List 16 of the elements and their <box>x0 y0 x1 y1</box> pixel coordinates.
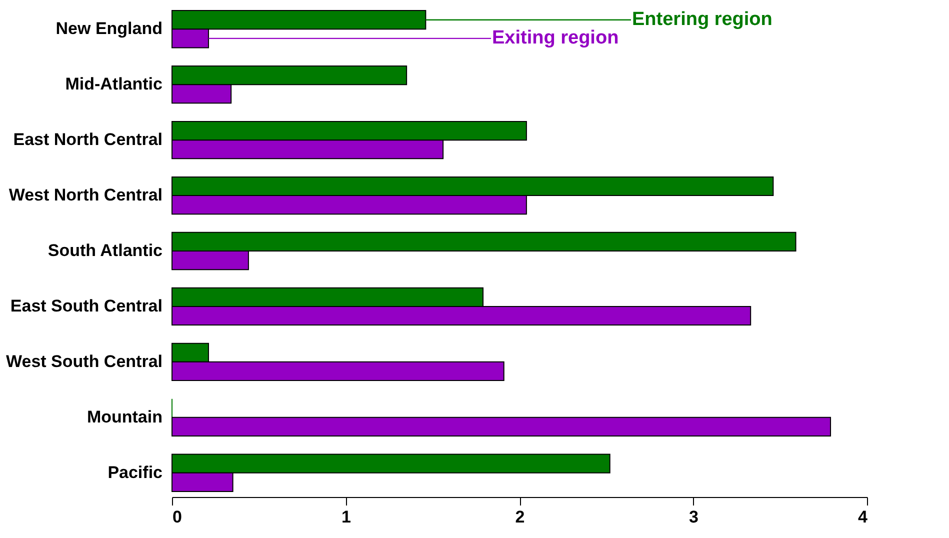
x-tick-label: 2 <box>515 508 525 526</box>
x-tick-label: 0 <box>172 508 182 526</box>
y-tick-label: New England <box>56 19 162 38</box>
y-tick-label: Mountain <box>86 407 162 426</box>
y-tick-label: Mid-Atlantic <box>65 74 162 94</box>
x-tick-label: 4 <box>858 508 868 526</box>
text: Entering region <box>632 8 772 30</box>
y-tick-label: East South Central <box>10 296 162 316</box>
text: Exiting region <box>492 27 619 48</box>
y-tick-label: South Atlantic <box>48 241 162 260</box>
x-tick-label: 3 <box>689 508 698 526</box>
y-tick-label: West North Central <box>8 186 162 205</box>
y-tick-label: Pacific <box>108 462 162 482</box>
x-tick-label: 1 <box>342 508 351 526</box>
y-tick-label: West South Central <box>6 352 162 371</box>
y-tick-label: East North Central <box>13 130 162 150</box>
